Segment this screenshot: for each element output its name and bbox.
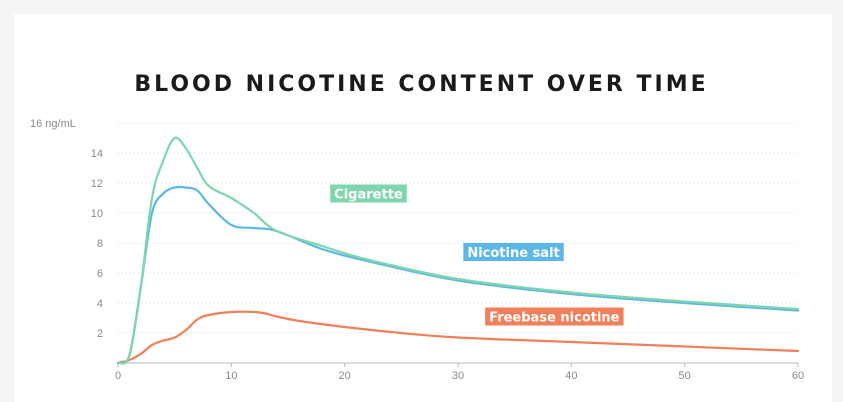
- x-tick-label: 50: [679, 370, 691, 382]
- y-tick-label: 10: [91, 208, 103, 220]
- x-tick-label: 30: [452, 370, 464, 382]
- series-label-text: Cigarette: [334, 188, 403, 203]
- axes: 2 4 6 8 10 12 14 16 ng/mL 0 10 20 30 40 50 60: [30, 118, 804, 382]
- grid-lines: [118, 122, 798, 334]
- series-label-cigarette: Cigarette: [330, 184, 407, 203]
- x-tick-label: 20: [339, 370, 351, 382]
- series-label-box: [330, 184, 407, 203]
- series-label-freebase-nicotine: Freebase nicotine: [485, 307, 624, 326]
- series-line-nicotine-salt: [116, 185, 800, 365]
- y-tick-label: 12: [91, 178, 103, 190]
- series-line-freebase-nicotine: [116, 310, 800, 365]
- series-lines: [116, 136, 800, 365]
- y-tick-label: 16 ng/mL: [30, 118, 76, 130]
- x-tick-label: 0: [115, 370, 121, 382]
- series-label-nicotine-salt: Nicotine salt: [463, 243, 564, 261]
- y-tick-label: 2: [97, 328, 103, 340]
- x-tick-label: 40: [565, 370, 577, 382]
- series-label-box: [485, 307, 624, 326]
- series-line-cigarette: [116, 136, 800, 365]
- y-tick-label: 4: [97, 298, 103, 310]
- series-label-text: Nicotine salt: [467, 246, 559, 261]
- x-tick-label: 10: [225, 370, 237, 382]
- y-tick-label: 14: [91, 148, 103, 160]
- series-label-text: Freebase nicotine: [489, 311, 620, 326]
- chart-title: BLOOD NICOTINE CONTENT OVER TIME: [134, 72, 709, 97]
- x-tick-label: 60: [792, 370, 804, 382]
- y-tick-label: 6: [97, 268, 103, 280]
- series-labels: Cigarette Nicotine salt Freebase nicotine: [330, 184, 624, 326]
- y-tick-label: 8: [97, 238, 103, 250]
- series-label-box: [463, 243, 564, 261]
